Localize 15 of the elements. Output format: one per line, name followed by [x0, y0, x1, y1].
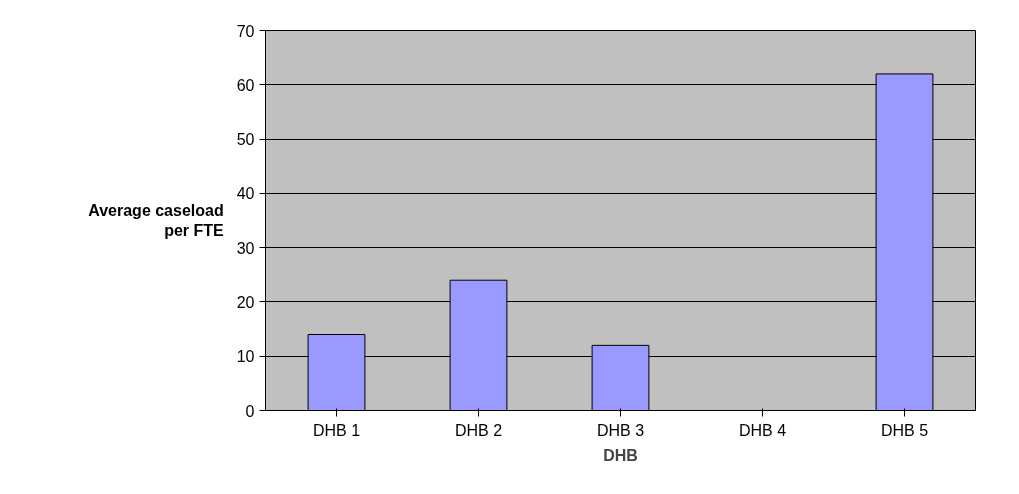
x-tick-label: DHB 3: [596, 421, 645, 439]
x-tick-label: DHB 1: [312, 421, 361, 439]
y-tick-label: 50: [236, 131, 255, 149]
y-tick-label: 30: [236, 239, 255, 257]
y-tick-label: 70: [236, 22, 255, 40]
y-tick-label: 60: [236, 76, 255, 94]
x-tick-label: DHB 4: [738, 421, 787, 439]
y-axis-title: Average caseload per FTE: [88, 201, 225, 240]
y-tick-label: 10: [236, 348, 255, 366]
x-tick-label: DHB 5: [880, 421, 929, 439]
x-axis-title: DHB: [603, 446, 638, 464]
y-tick-label: 0: [245, 402, 255, 420]
y-tick-label: 40: [236, 185, 255, 203]
x-tick-label: DHB 2: [454, 421, 503, 439]
y-tick-label: 20: [236, 293, 255, 311]
